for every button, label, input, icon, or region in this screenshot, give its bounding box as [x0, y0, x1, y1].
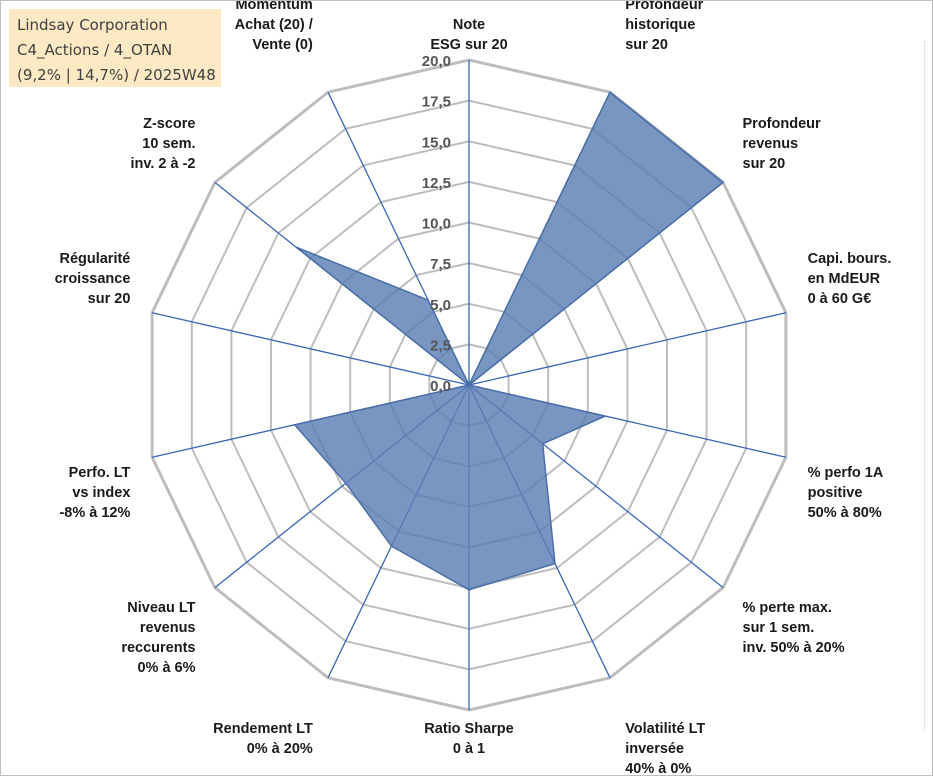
category-label-line: 0 à 1	[453, 741, 485, 757]
category-label-line: croissance	[55, 271, 131, 287]
category-label-line: 0% à 6%	[137, 660, 195, 676]
category-label-6: Volatilité LT inversée 40% à 0%	[625, 721, 705, 775]
category-label-line: 0% à 20%	[247, 741, 313, 757]
category-label-line: Achat (20) /	[235, 17, 313, 33]
category-label-line: revenus	[140, 620, 196, 636]
category-label-line: Niveau LT	[127, 600, 195, 616]
category-label-line: Volatilité LT	[625, 721, 705, 737]
category-label-line: 40% à 0%	[625, 761, 691, 775]
category-label-line: 10 sem.	[142, 136, 195, 152]
category-label-1: Profondeur historique sur 20	[625, 1, 703, 53]
category-label-line: Vente (0)	[252, 37, 313, 53]
category-label-7: Ratio Sharpe 0 à 1	[424, 721, 513, 757]
frame-edge	[924, 41, 928, 731]
category-label-4: % perfo 1A positive 50% à 80%	[808, 465, 884, 521]
category-label-5: % perte max. sur 1 sem. inv. 50% à 20%	[743, 600, 845, 656]
tick-label-2: 5,0	[430, 297, 451, 314]
category-label-line: sur 20	[88, 291, 131, 307]
category-label-line: Note	[453, 17, 485, 33]
tick-label-1: 2,5	[430, 337, 451, 354]
category-label-line: en MdEUR	[808, 271, 881, 287]
category-label-line: inv. 2 à -2	[130, 156, 195, 172]
category-label-line: 50% à 80%	[808, 505, 882, 521]
category-label-line: 0 à 60 G€	[808, 291, 872, 307]
category-label-10: Perfo. LT vs index -8% à 12%	[59, 465, 130, 521]
category-label-line: % perfo 1A	[808, 465, 884, 481]
category-label-line: Profondeur	[743, 116, 821, 132]
category-label-line: inversée	[625, 741, 684, 757]
category-label-line: Capi. bours.	[808, 251, 892, 267]
tick-label-0: 0,0	[430, 378, 451, 395]
spoke-11	[151, 312, 470, 386]
category-label-2: Profondeur revenus sur 20	[743, 116, 821, 172]
category-label-line: Rendement LT	[213, 721, 313, 737]
category-label-13: Momentum Achat (20) / Vente (0)	[235, 1, 313, 53]
tick-label-3: 7,5	[430, 256, 451, 273]
category-label-line: revenus	[743, 136, 799, 152]
category-label-line: inv. 50% à 20%	[743, 640, 845, 656]
category-label-line: ESG sur 20	[430, 37, 507, 53]
radial-tick-labels: 0,0 2,5 5,0 7,5 10,0 12,5 15,0 17,5 20,0	[422, 53, 451, 395]
category-label-line: -8% à 12%	[59, 505, 130, 521]
performance-week: (9,2% | 14,7%) / 2025W48	[17, 66, 216, 84]
category-label-line: Ratio Sharpe	[424, 721, 513, 737]
category-label-line: Régularité	[59, 251, 130, 267]
category-label-line: historique	[625, 17, 695, 33]
category-labels: Note ESG sur 20 Profondeur historique sur 20…	[55, 1, 892, 775]
category-label-line: positive	[808, 485, 863, 501]
category-label-12: Z-score 10 sem. inv. 2 à -2	[130, 116, 195, 172]
tick-label-6: 15,0	[422, 134, 451, 151]
category-label-line: Profondeur	[625, 1, 703, 13]
info-box: Lindsay Corporation C4_Actions / 4_OTAN …	[9, 9, 221, 87]
category-label-3: Capi. bours. en MdEUR 0 à 60 G€	[808, 251, 892, 307]
category-label-line: sur 20	[743, 156, 786, 172]
category-label-line: sur 1 sem.	[743, 620, 815, 636]
category-label-0: Note ESG sur 20	[430, 17, 507, 53]
category-label-line: sur 20	[625, 37, 668, 53]
category-label-line: Perfo. LT	[69, 465, 131, 481]
category-label-line: Momentum	[235, 1, 312, 13]
tick-label-4: 10,0	[422, 216, 451, 233]
category-label-11: Régularité croissance sur 20	[55, 251, 131, 307]
category-label-line: vs index	[72, 485, 130, 501]
company-name: Lindsay Corporation	[17, 16, 168, 34]
category-label-line: Z-score	[143, 116, 195, 132]
category-label-line: reccurents	[121, 640, 195, 656]
series-area-layer	[293, 91, 725, 591]
tick-label-5: 12,5	[422, 175, 451, 192]
tick-label-8: 20,0	[422, 53, 451, 70]
category-label-8: Rendement LT 0% à 20%	[213, 721, 313, 757]
category-label-line: % perte max.	[743, 600, 832, 616]
spoke-3	[468, 312, 787, 386]
portfolio-path: C4_Actions / 4_OTAN	[17, 41, 173, 59]
category-label-9: Niveau LT revenus reccurents 0% à 6%	[121, 600, 195, 676]
tick-label-7: 17,5	[422, 94, 451, 111]
